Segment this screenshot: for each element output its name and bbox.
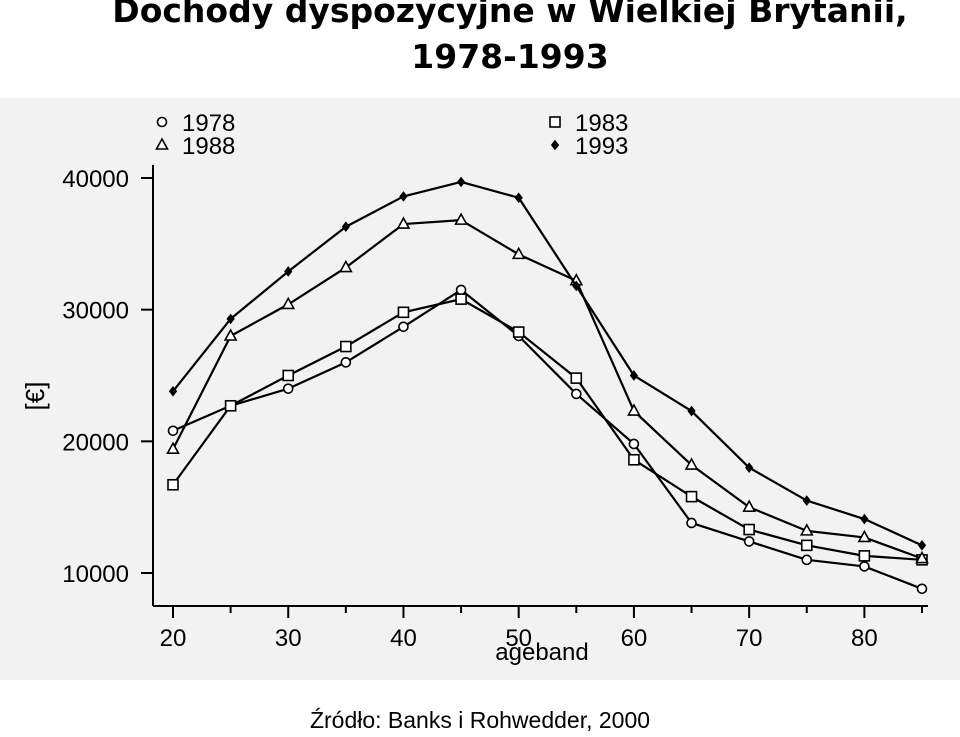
legend-item-1993: 1993 — [550, 133, 628, 160]
data-point-1978 — [571, 388, 582, 400]
data-point-1988 — [223, 328, 238, 341]
data-point-1978 — [859, 561, 870, 572]
page-title-line-2: 1978-1993 — [411, 37, 609, 76]
series-1993 — [168, 176, 927, 551]
data-point-1988 — [511, 246, 526, 260]
x-tick-label: 20 — [160, 625, 187, 652]
data-point-1993 — [341, 221, 350, 233]
data-point-1978 — [916, 583, 928, 595]
data-point-1993 — [514, 192, 523, 204]
chart-axes: 10000 20000 30000 40000 20 30 40 50 60 70 80 — [62, 164, 928, 652]
data-point-1993 — [456, 176, 466, 188]
legend-label-1983: 1983 — [575, 110, 628, 137]
data-point-1988 — [281, 296, 296, 310]
data-point-1983 — [743, 523, 755, 536]
x-tick-label: 80 — [851, 625, 878, 652]
x-tick-label: 50 — [505, 625, 532, 652]
data-point-1993 — [629, 370, 639, 381]
data-point-1983 — [628, 453, 640, 466]
data-point-1983 — [858, 550, 871, 562]
data-point-1993 — [802, 495, 811, 506]
legend-marker-1978 — [156, 116, 168, 128]
data-point-1993 — [168, 385, 178, 397]
legend-label-1978: 1978 — [182, 110, 235, 137]
y-tick-label: 10000 — [62, 561, 129, 588]
series-1983 — [167, 293, 928, 566]
y-tick-label: 20000 — [62, 429, 129, 456]
data-point-1983 — [800, 539, 813, 552]
data-point-1988 — [915, 550, 929, 564]
data-point-1983 — [455, 293, 467, 305]
data-point-1983 — [167, 478, 179, 491]
data-point-1983 — [282, 369, 295, 382]
x-tick-label: 30 — [275, 625, 302, 652]
legend-item-1978: 1978 — [156, 110, 235, 137]
data-point-1993 — [226, 313, 235, 325]
data-point-1988 — [857, 529, 872, 543]
data-point-1978 — [455, 284, 467, 296]
data-point-1988 — [799, 523, 814, 536]
data-point-1993 — [572, 280, 581, 292]
data-point-1978 — [340, 357, 352, 368]
data-point-1993 — [745, 462, 754, 473]
legend-label-1988: 1988 — [182, 133, 235, 160]
data-point-1988 — [396, 216, 411, 229]
chart-legend: 1978 1983 1988 1993 — [155, 110, 628, 160]
data-point-1993 — [917, 540, 927, 551]
series-line-1993 — [172, 180, 923, 547]
legend-item-1988: 1988 — [155, 133, 235, 160]
data-point-1993 — [687, 405, 696, 417]
data-point-1988 — [742, 499, 757, 512]
data-point-1993 — [399, 191, 408, 202]
legend-item-1983: 1983 — [549, 110, 628, 137]
data-point-1978 — [282, 383, 294, 394]
data-point-1978 — [686, 517, 697, 529]
data-point-1978 — [743, 536, 755, 547]
data-point-1983 — [340, 340, 352, 353]
x-tick-label: 40 — [390, 625, 417, 652]
legend-marker-1983 — [549, 116, 561, 128]
page-title-line-1: Dochody dyspozycyjne w Wielkiej Brytanii… — [112, 0, 908, 30]
data-point-1988 — [684, 457, 699, 470]
x-axis-label: ageband — [495, 639, 588, 666]
source-caption: Źródło: Banks i Rohwedder, 2000 — [309, 707, 651, 733]
chart-area: 10000 20000 30000 40000 20 30 40 50 60 70 80 1978 1… — [0, 98, 960, 680]
y-tick-label: 30000 — [62, 298, 129, 325]
data-point-1983 — [570, 372, 583, 384]
series-line-1978 — [172, 288, 923, 590]
data-point-1983 — [685, 490, 698, 503]
data-point-1993 — [284, 266, 293, 277]
series-line-1988 — [172, 219, 923, 560]
y-tick-label: 40000 — [62, 166, 129, 193]
x-tick-label: 70 — [736, 625, 763, 652]
data-point-1978 — [801, 554, 813, 566]
legend-marker-1993 — [550, 139, 560, 151]
series-line-1983 — [172, 298, 923, 561]
legend-label-1993: 1993 — [575, 133, 628, 160]
data-point-1993 — [860, 513, 869, 525]
data-point-1978 — [167, 425, 179, 437]
series-1978 — [167, 284, 928, 595]
data-point-1978 — [398, 321, 409, 333]
data-point-1983 — [512, 326, 525, 338]
data-point-1988 — [454, 212, 468, 225]
x-tick-label: 60 — [621, 625, 648, 652]
series-1988 — [166, 212, 929, 564]
data-point-1988 — [627, 403, 641, 416]
legend-marker-1988 — [155, 137, 169, 150]
chart-series — [166, 176, 929, 595]
y-axis-label: [€] — [20, 382, 50, 411]
data-point-1978 — [628, 438, 640, 450]
data-point-1983 — [397, 306, 410, 319]
data-point-1983 — [224, 399, 237, 412]
data-point-1988 — [338, 259, 353, 273]
data-point-1988 — [166, 441, 180, 455]
